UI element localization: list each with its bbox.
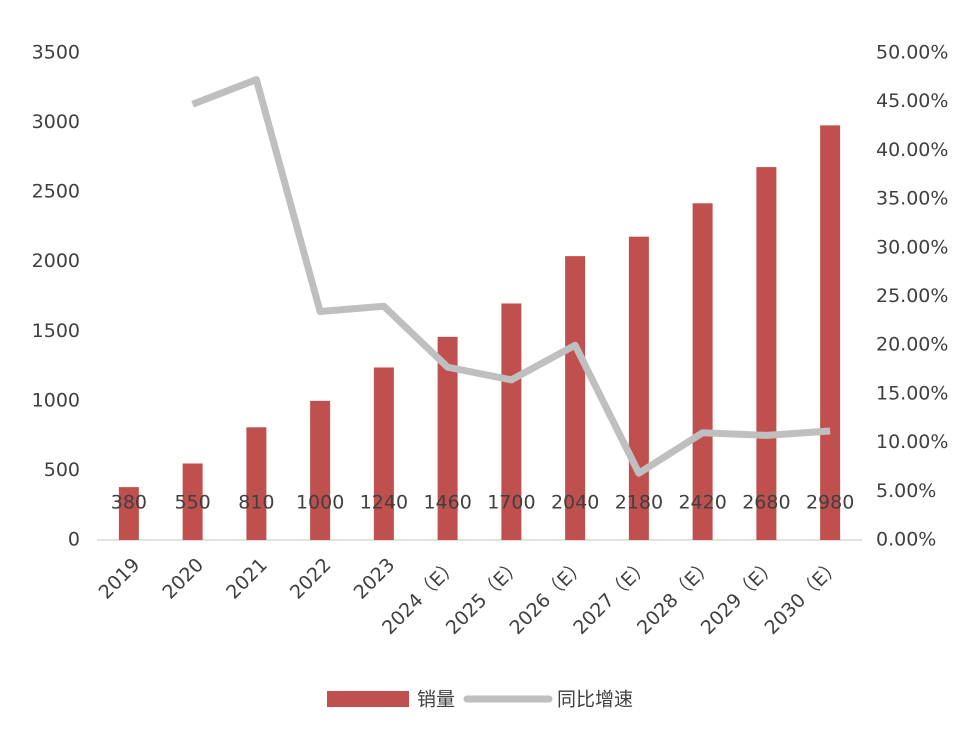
x-tick-label: 2023: [350, 554, 400, 604]
data-label: 810: [238, 492, 274, 514]
data-label: 380: [111, 492, 147, 514]
data-label: 1000: [296, 492, 344, 514]
y2-tick-label: 30.00%: [876, 236, 948, 258]
bar: [246, 427, 267, 540]
y-tick-label: 500: [44, 459, 80, 481]
data-label: 2180: [615, 492, 663, 514]
bar: [756, 167, 777, 540]
line: [191, 76, 831, 477]
y2-tick-label: 5.00%: [876, 480, 936, 502]
bar: [118, 487, 139, 540]
data-label: 2040: [551, 492, 599, 514]
y-tick-label: 2500: [32, 181, 80, 203]
y-tick-label: 3500: [32, 42, 80, 64]
y2-tick-label: 15.00%: [876, 382, 948, 404]
y2-tick-label: 20.00%: [876, 334, 948, 356]
bar: [373, 367, 394, 540]
x-tick-label: 2021: [222, 554, 272, 604]
data-label: 1700: [487, 492, 535, 514]
x-tick-label: 2019: [95, 554, 145, 604]
bar: [565, 256, 586, 540]
legend-label: 销量: [417, 689, 455, 711]
x-tick-label: 2022: [286, 554, 336, 604]
data-label: 2680: [742, 492, 790, 514]
y2-tick-label: 0.00%: [876, 529, 936, 551]
bar: [692, 203, 713, 540]
y2-tick-label: 25.00%: [876, 285, 948, 307]
y2-tick-label: 10.00%: [876, 431, 948, 453]
bar: [310, 400, 331, 540]
bar: [501, 303, 522, 540]
y-tick-label: 1500: [32, 320, 80, 342]
legend-swatch: [327, 691, 409, 707]
y2-tick-label: 50.00%: [876, 42, 948, 64]
data-label: 1240: [360, 492, 408, 514]
legend-label: 同比增速: [557, 689, 633, 711]
data-label: 550: [174, 492, 210, 514]
bar: [437, 336, 458, 540]
y-tick-label: 3000: [32, 111, 80, 133]
y-tick-label: 1000: [32, 389, 80, 411]
data-label: 1460: [423, 492, 471, 514]
data-label: 2980: [806, 492, 854, 514]
y2-tick-label: 45.00%: [876, 90, 948, 112]
y2-tick-label: 40.00%: [876, 139, 948, 161]
x-tick-label: 2020: [158, 554, 208, 604]
y-tick-label: 0: [68, 529, 80, 551]
y-tick-label: 2000: [32, 250, 80, 272]
data-label: 2420: [678, 492, 726, 514]
bar: [182, 463, 203, 540]
y2-tick-label: 35.00%: [876, 188, 948, 210]
bar: [820, 125, 841, 541]
